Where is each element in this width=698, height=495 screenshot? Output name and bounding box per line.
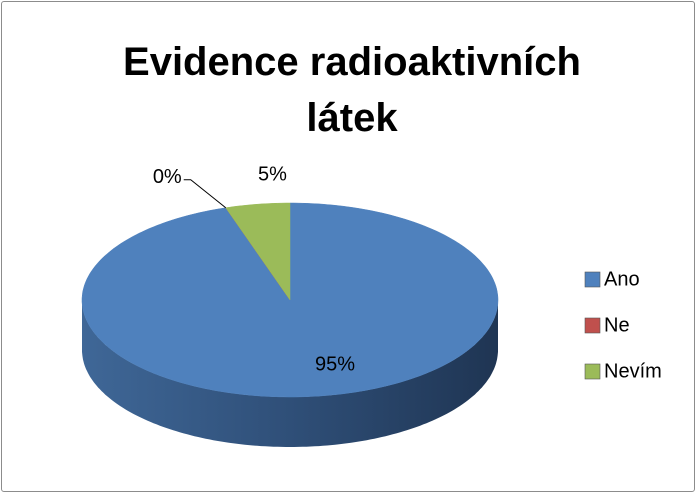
legend-label: Ano [604, 268, 640, 290]
legend-swatch [584, 317, 601, 334]
data-label: 0% [153, 166, 182, 188]
pie-side [82, 300, 498, 447]
legend-swatch [584, 363, 601, 380]
leader-line [183, 179, 227, 209]
legend-label: Nevím [604, 360, 662, 382]
pie-slice [225, 202, 291, 301]
chart-title: Evidence radioaktivních látek [123, 40, 581, 140]
data-label: 95% [315, 353, 355, 375]
legend-label: Ne [604, 314, 630, 336]
legend-swatch [584, 271, 601, 288]
data-label: 5% [258, 163, 287, 185]
